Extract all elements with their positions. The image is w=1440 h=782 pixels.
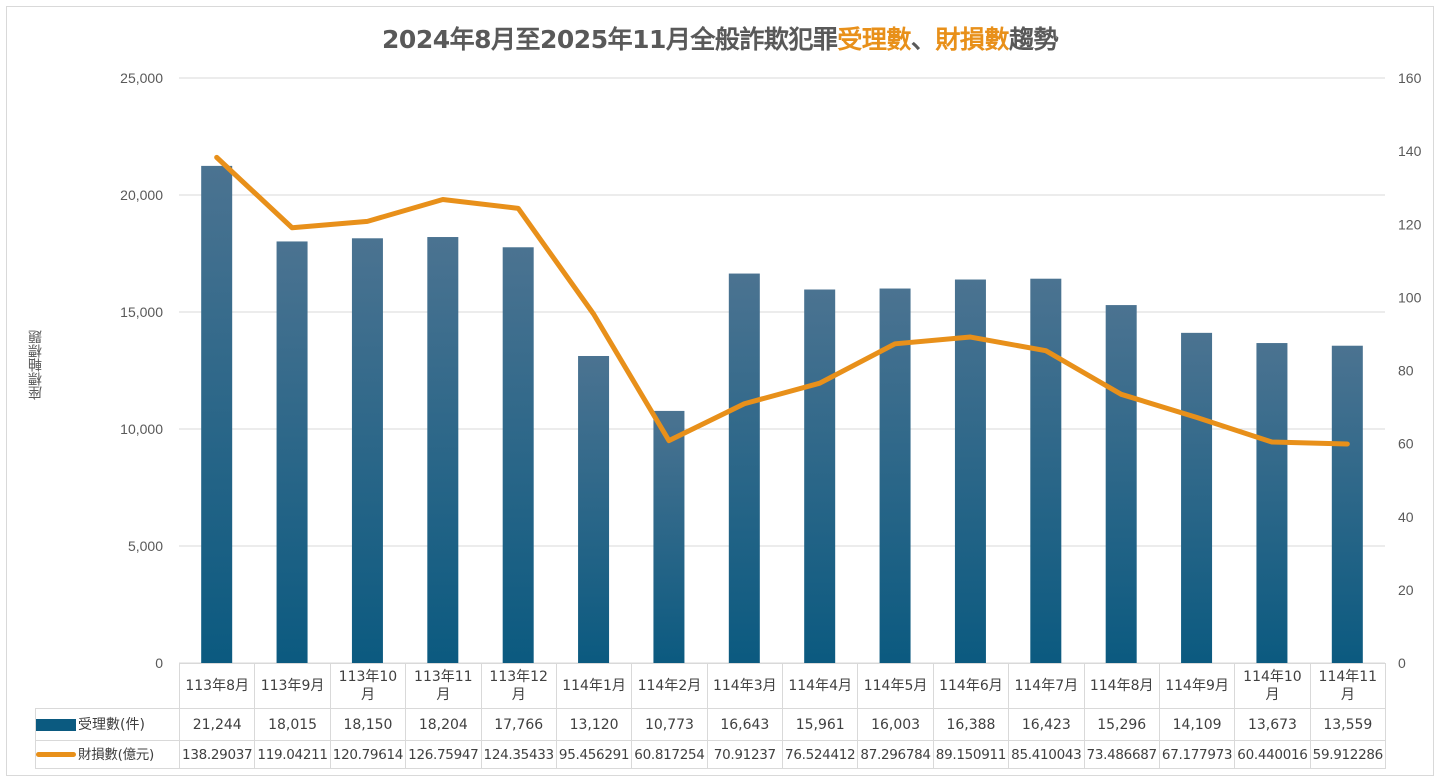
data-cell: 124.35433 xyxy=(480,740,557,769)
data-cell: 18,204 xyxy=(405,708,482,741)
category-label: 114年3月 xyxy=(706,663,784,709)
title-part: 、 xyxy=(910,25,936,54)
left-tick-label: 0 xyxy=(155,655,163,671)
bar xyxy=(1331,345,1363,663)
right-tick-label: 100 xyxy=(1398,289,1422,305)
bar xyxy=(1181,332,1213,663)
data-cell: 138.29037 xyxy=(178,740,256,769)
left-tick-label: 15,000 xyxy=(120,304,163,320)
category-label: 114年1月 xyxy=(555,663,633,709)
data-cell: 119.04211 xyxy=(254,740,331,769)
data-cell: 16,388 xyxy=(932,708,1010,741)
data-cell: 15,296 xyxy=(1083,708,1160,741)
right-tick-label: 160 xyxy=(1398,70,1422,86)
bar xyxy=(954,279,986,663)
category-label: 114年4月 xyxy=(781,663,859,709)
right-tick-label: 60 xyxy=(1398,436,1414,452)
data-cell: 16,423 xyxy=(1008,708,1085,741)
category-label: 114年7月 xyxy=(1008,663,1085,709)
legend-label: 財損數(億元) xyxy=(78,746,154,763)
category-label: 113年10 月 xyxy=(329,663,407,709)
data-cell: 95.456291 xyxy=(555,740,633,769)
data-cell: 70.91237 xyxy=(706,740,784,769)
data-cell: 89.150911 xyxy=(932,740,1010,769)
loss-line xyxy=(214,154,1350,447)
category-label: 114年6月 xyxy=(932,663,1010,709)
bar xyxy=(653,410,685,663)
bar xyxy=(1030,278,1062,663)
title-part: 2024年8月至2025年11月全般詐欺犯罪 xyxy=(382,25,838,54)
legend-entry: 財損數(億元) xyxy=(35,740,180,769)
data-cell: 76.524412 xyxy=(781,740,859,769)
data-cell: 17,766 xyxy=(480,708,557,741)
category-label: 114年2月 xyxy=(631,663,708,709)
category-label: 113年9月 xyxy=(254,663,331,709)
left-tick-label: 10,000 xyxy=(120,421,163,437)
data-cell: 73.486687 xyxy=(1083,740,1160,769)
table-header-row: 113年8月 113年9月 113年10 月 113年11 月 113年12 月 114年… xyxy=(35,663,1387,709)
title-highlight-loss: 財損數 xyxy=(935,25,1009,54)
data-cell: 59.912286 xyxy=(1309,740,1387,769)
right-tick-label: 140 xyxy=(1398,143,1422,159)
category-label: 114年8月 xyxy=(1083,663,1160,709)
data-cell: 85.410043 xyxy=(1008,740,1085,769)
data-cell: 60.817254 xyxy=(631,740,708,769)
category-label: 113年8月 xyxy=(178,663,256,709)
table-corner xyxy=(35,663,180,709)
data-cell: 13,673 xyxy=(1234,708,1311,741)
right-tick-label: 0 xyxy=(1398,655,1406,671)
bar xyxy=(276,241,308,663)
data-cell: 67.177973 xyxy=(1158,740,1236,769)
category-label: 114年11 月 xyxy=(1309,663,1387,709)
bar xyxy=(502,247,534,663)
data-cell: 16,003 xyxy=(857,708,934,741)
category-label: 113年12 月 xyxy=(480,663,557,709)
legend-bar-key xyxy=(36,718,76,731)
data-cell: 18,015 xyxy=(254,708,331,741)
data-cell: 14,109 xyxy=(1158,708,1236,741)
data-cell: 60.440016 xyxy=(1234,740,1311,769)
bar xyxy=(1105,305,1137,663)
title-highlight-cases: 受理數 xyxy=(837,25,911,54)
data-table: 113年8月 113年9月 113年10 月 113年11 月 113年12 月 114年… xyxy=(35,663,1387,769)
legend-label: 受理數(件) xyxy=(78,716,145,733)
right-tick-label: 120 xyxy=(1398,216,1422,232)
table-row: 受理數(件) 21,244 18,015 18,150 18,204 17,766 13,1… xyxy=(35,708,1387,741)
left-tick-label: 25,000 xyxy=(120,70,163,86)
chart-title: 2024年8月至2025年11月全般詐欺犯罪受理數、財損數趨勢 xyxy=(0,20,1440,56)
data-cell: 13,120 xyxy=(555,708,633,741)
category-label: 114年9月 xyxy=(1158,663,1236,709)
legend-line-key xyxy=(36,752,76,757)
data-cell: 21,244 xyxy=(178,708,256,741)
data-cell: 10,773 xyxy=(631,708,708,741)
right-tick-label: 40 xyxy=(1398,509,1414,525)
title-part: 趨勢 xyxy=(1008,25,1059,54)
category-label: 113年11 月 xyxy=(405,663,482,709)
bar xyxy=(1256,343,1288,663)
data-cell: 13,559 xyxy=(1309,708,1387,741)
bar xyxy=(201,165,233,664)
data-cell: 16,643 xyxy=(706,708,784,741)
data-cell: 120.79614 xyxy=(329,740,407,769)
category-label: 114年5月 xyxy=(857,663,934,709)
data-cell: 87.296784 xyxy=(857,740,934,769)
left-tick-label: 5,000 xyxy=(128,538,163,554)
bar xyxy=(728,273,760,663)
left-tick-label: 20,000 xyxy=(120,187,163,203)
table-row: 財損數(億元) 138.29037 119.04211 120.79614 126.75… xyxy=(35,740,1387,769)
data-cell: 126.75947 xyxy=(405,740,482,769)
right-tick-label: 20 xyxy=(1398,582,1414,598)
data-cell: 15,961 xyxy=(781,708,859,741)
chart-frame xyxy=(6,6,1434,776)
bar xyxy=(804,289,836,663)
category-label: 114年10 月 xyxy=(1234,663,1311,709)
legend-entry: 受理數(件) xyxy=(35,708,180,741)
bar xyxy=(351,238,383,664)
bar xyxy=(427,237,459,663)
data-cell: 18,150 xyxy=(329,708,407,741)
bar xyxy=(578,355,610,663)
right-tick-label: 80 xyxy=(1398,363,1414,379)
